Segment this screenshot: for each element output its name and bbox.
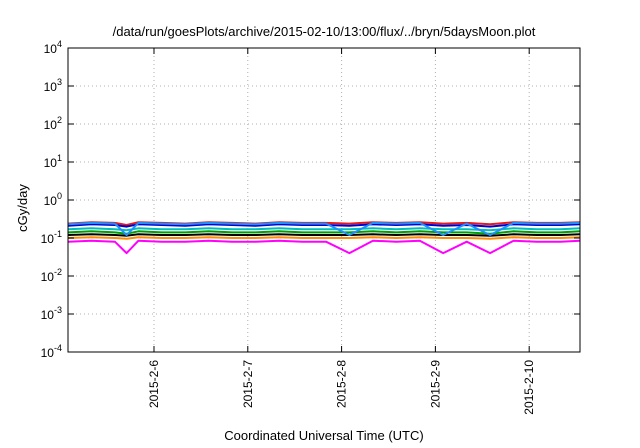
- x-tick-label: 2015-2-9: [428, 360, 442, 408]
- y-tick-label: 104: [44, 39, 62, 56]
- grid: [68, 47, 580, 353]
- y-tick-exponent: 2: [57, 115, 62, 125]
- y-tick-label: 103: [44, 77, 62, 94]
- y-tick-label: 10-2: [41, 267, 62, 284]
- y-tick-exponent: -2: [54, 267, 62, 277]
- y-tick-label: 102: [44, 115, 62, 132]
- y-tick-label: 101: [44, 153, 62, 170]
- y-tick-exponent: -4: [54, 343, 62, 353]
- series-group: [67, 221, 581, 255]
- y-tick-label: 10-4: [41, 343, 62, 360]
- x-tick-label: 2015-2-6: [147, 360, 161, 408]
- chart-title: /data/run/goesPlots/archive/2015-02-10/1…: [113, 24, 536, 39]
- y-tick-exponent: 1: [57, 153, 62, 163]
- y-tick-base: 10: [41, 232, 55, 246]
- series-line: [67, 239, 581, 255]
- y-tick-exponent: -3: [54, 305, 62, 315]
- y-tick-exponent: 4: [57, 39, 62, 49]
- y-tick-base: 10: [44, 156, 58, 170]
- y-tick-exponent: -1: [54, 229, 62, 239]
- y-tick-label: 100: [44, 191, 62, 208]
- x-axis-label: Coordinated Universal Time (UTC): [224, 428, 423, 443]
- y-tick-base: 10: [44, 194, 58, 208]
- y-tick-base: 10: [41, 270, 55, 284]
- y-tick-exponent: 0: [57, 191, 62, 201]
- x-tick-label: 2015-2-7: [241, 360, 255, 408]
- series-line: [67, 230, 581, 235]
- series-line: [67, 221, 581, 236]
- y-tick-base: 10: [41, 308, 55, 322]
- x-tick-label: 2015-2-8: [335, 360, 349, 408]
- y-tick-base: 10: [44, 80, 58, 94]
- x-tick-label: 2015-2-10: [522, 360, 536, 415]
- y-tick-label: 10-3: [41, 305, 62, 322]
- series-line: [67, 223, 581, 228]
- series-line: [67, 236, 581, 240]
- y-tick-exponent: 3: [57, 77, 62, 87]
- y-tick-base: 10: [41, 346, 55, 360]
- y-axis-label: cGy/day: [15, 184, 30, 232]
- series-line: [67, 227, 581, 232]
- y-tick-base: 10: [44, 42, 58, 56]
- y-tick-label: 10-1: [41, 229, 62, 246]
- series-line: [67, 233, 581, 237]
- y-tick-base: 10: [44, 118, 58, 132]
